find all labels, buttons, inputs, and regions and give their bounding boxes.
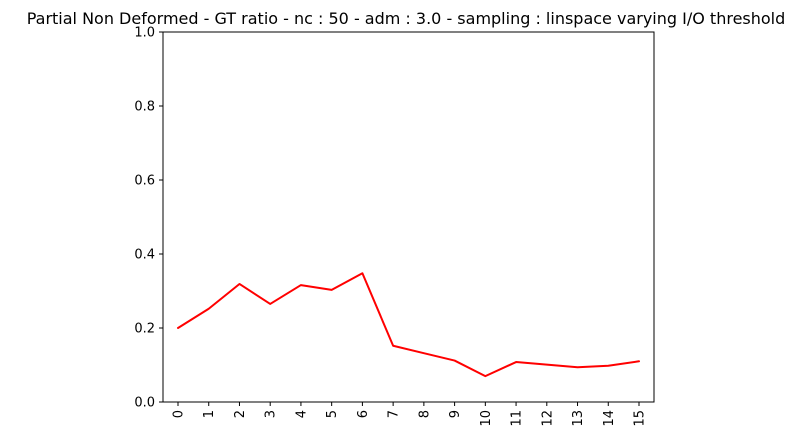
x-tick-label: 6 — [356, 410, 371, 418]
x-tick-label: 1 — [202, 410, 217, 418]
x-axis: 0 1 2 3 4 5 6 7 8 9 10 11 12 13 14 15 — [172, 402, 648, 427]
axes-frame — [162, 31, 655, 403]
series-layer — [177, 272, 640, 378]
x-tick-label: 14 — [602, 410, 617, 427]
x-tick-label: 13 — [571, 410, 586, 427]
series-line — [177, 272, 640, 378]
y-tick-label: 0.8 — [134, 100, 155, 115]
x-tick-label: 7 — [387, 410, 402, 418]
y-tick-label: 1.0 — [134, 26, 155, 41]
x-tick-label: 8 — [417, 410, 432, 418]
x-tick-label: 9 — [448, 410, 463, 418]
x-tick-label: 15 — [633, 410, 648, 427]
x-tick-label: 0 — [172, 410, 187, 418]
chart-title: Partial Non Deformed - GT ratio - nc : 5… — [27, 9, 786, 28]
x-tick-label: 3 — [264, 410, 279, 418]
x-tick-label: 11 — [510, 410, 525, 427]
y-tick-label: 0.2 — [134, 322, 155, 337]
plot-area — [162, 31, 655, 403]
y-tick-label: 0.0 — [134, 396, 155, 411]
x-tick-label: 2 — [233, 410, 248, 418]
y-axis: 0.0 0.2 0.4 0.6 0.8 1.0 — [134, 26, 163, 411]
y-tick-label: 0.6 — [134, 174, 155, 189]
x-tick-label: 4 — [294, 410, 309, 418]
x-tick-label: 10 — [479, 410, 494, 427]
y-tick-label: 0.4 — [134, 248, 155, 263]
x-tick-label: 5 — [325, 410, 340, 418]
x-tick-label: 12 — [540, 410, 555, 427]
